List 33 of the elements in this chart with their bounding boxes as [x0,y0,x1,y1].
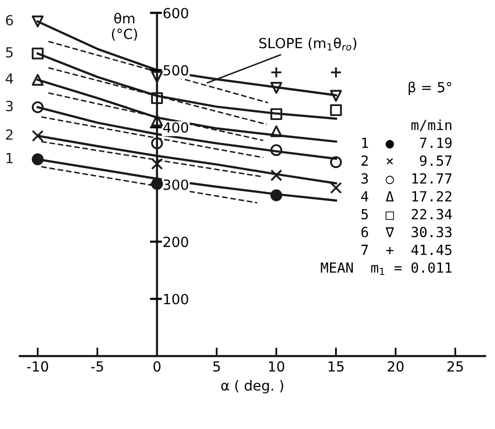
annotation: 7 + 41.45 [361,244,452,256]
x-tick-label: 20 [388,361,404,372]
y-tick-label: 100 [164,294,188,304]
x-tick-label: 0 [154,361,160,372]
x-tick-label: 25 [447,361,463,372]
annotation: β = 5° [408,82,452,96]
x-tick-label: -5 [91,361,104,372]
y-axis-title: θm (°C) [112,12,138,41]
series-label: 4 [6,74,14,84]
y-tick-label: 400 [163,122,188,133]
annotation: 6 ∇ 30.33 [361,226,452,238]
x-tick-label: 15 [328,361,344,372]
series-label: 3 [6,100,13,112]
y-tick-label: 500 [164,65,188,76]
annotation: 1 ● 7.19 [362,138,452,148]
annotation: 5 □ 22.34 [362,208,452,220]
x-tick-label: 10 [269,361,284,372]
series-label: 5 [6,47,13,58]
y-tick-label: 600 [164,8,188,18]
annotation: 2 × 9.57 [362,155,452,166]
annotation: 4 Δ 17.22 [361,191,452,202]
series-label: 6 [6,14,13,26]
x-tick-label: -10 [27,361,48,372]
x-axis-title: α ( deg. ) [221,380,284,394]
annotation: SLOPE (m$_{1}$θ$_{ro}$) [259,37,356,51]
series-label: 2 [6,129,12,140]
series-label: 1 [6,153,13,164]
annotation: 3 ○ 12.77 [361,173,452,184]
y-tick-label: 300 [164,179,188,190]
y-tick-label: 200 [164,236,188,248]
x-tick-label: 5 [213,361,220,372]
annotation: MEAN m$_{1}$ = 0.011 [320,262,452,275]
annotation: m/min [411,119,452,132]
